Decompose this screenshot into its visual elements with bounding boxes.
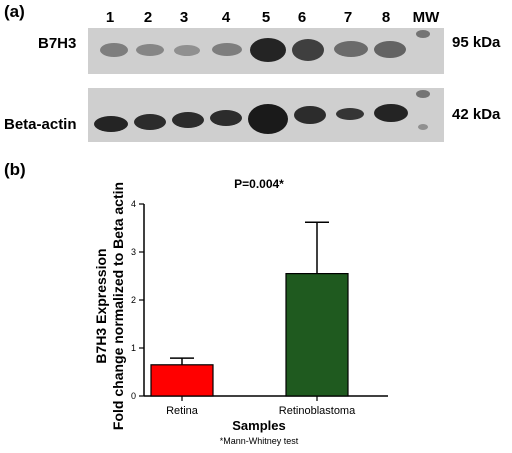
mw-marker-band — [416, 90, 430, 98]
beta-actin-band — [134, 114, 166, 130]
panel-b-label: (b) — [4, 160, 26, 179]
b7h3-band — [100, 43, 128, 57]
b7h3-band — [292, 39, 324, 61]
mw-marker-band — [418, 124, 428, 130]
beta-actin-blot-image — [88, 88, 444, 142]
lane-label-1: 1 — [105, 9, 115, 26]
p-value-label: P=0.004* — [234, 177, 284, 191]
bar-retinoblastoma — [285, 272, 349, 397]
bar-retina — [150, 364, 214, 397]
lane-label-8: 8 — [381, 9, 391, 26]
lane-label-3: 3 — [179, 9, 189, 26]
y-tick-label: 4 — [131, 199, 136, 209]
y-tick-label: 1 — [131, 343, 136, 353]
plot-area: 0 1 2 3 4 Retina Retinoblastoma — [131, 199, 388, 417]
b7h3-row-label: B7H3 — [38, 35, 77, 52]
beta-actin-band — [94, 116, 128, 132]
mw-marker-band — [416, 30, 430, 38]
beta-actin-band — [336, 108, 364, 120]
x-category-label: Retinoblastoma — [279, 405, 356, 417]
beta-actin-band — [210, 110, 242, 126]
y-axis-title-line1: B7H3 Expression — [93, 248, 109, 363]
y-tick-label: 0 — [131, 391, 136, 401]
beta-actin-band — [294, 106, 326, 124]
footnote: *Mann-Whitney test — [220, 436, 299, 446]
b7h3-band — [250, 38, 286, 62]
lane-label-7: 7 — [343, 9, 353, 26]
bar-chart: P=0.004* B7H3 Expression Fold change nor… — [0, 170, 512, 448]
lane-label-4: 4 — [221, 9, 231, 26]
b7h3-band — [212, 43, 242, 56]
b7h3-band — [374, 41, 406, 58]
lane-label-6: 6 — [297, 9, 307, 26]
beta-actin-size-label: 42 kDa — [452, 106, 501, 123]
b7h3-band — [174, 45, 200, 56]
beta-actin-row-label: Beta-actin — [4, 116, 77, 133]
y-axis-title-line2: Fold change normalized to Beta actin — [110, 182, 126, 430]
b7h3-blot-image — [88, 28, 444, 74]
lane-label-5: 5 — [261, 9, 271, 26]
x-category-label: Retina — [166, 405, 199, 417]
x-axis-title: Samples — [232, 418, 285, 433]
beta-actin-band — [248, 104, 288, 134]
panel-a-label: (a) — [4, 2, 25, 21]
y-tick-label: 2 — [131, 295, 136, 305]
b7h3-size-label: 95 kDa — [452, 34, 501, 51]
b7h3-band — [136, 44, 164, 56]
lane-label-mw: MW — [412, 9, 440, 26]
beta-actin-band — [374, 104, 408, 122]
b7h3-band — [334, 41, 368, 57]
y-tick-label: 3 — [131, 247, 136, 257]
lane-label-2: 2 — [143, 9, 153, 26]
beta-actin-band — [172, 112, 204, 128]
